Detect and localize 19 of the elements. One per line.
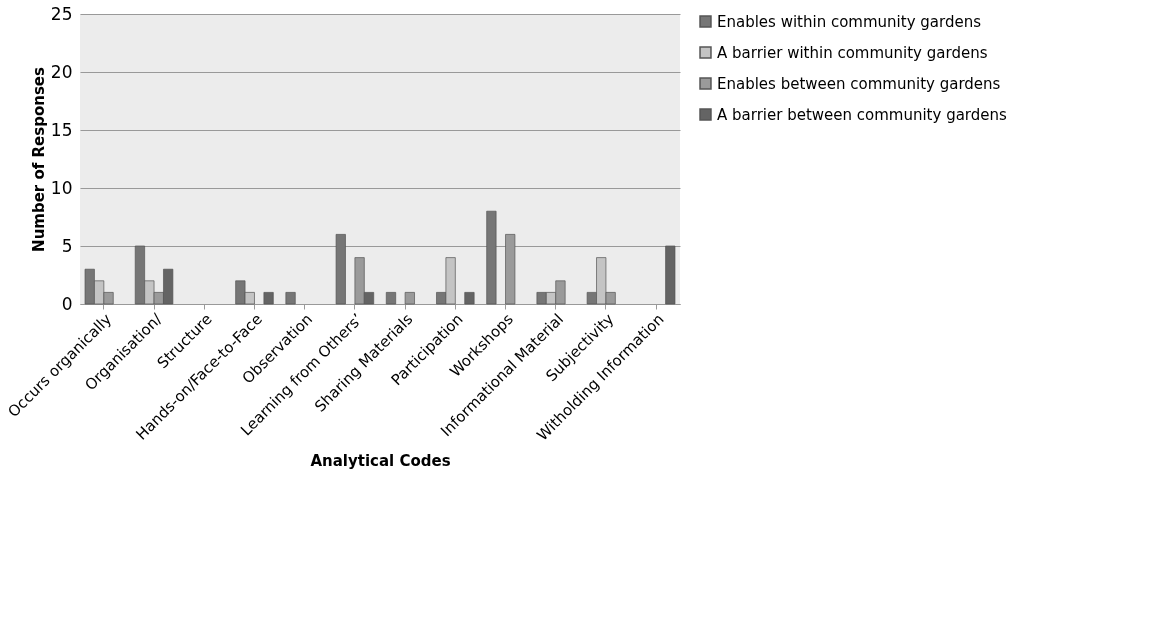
bar <box>665 245 676 305</box>
y-axis-title: Number of Responses <box>29 67 48 252</box>
legend-label: A barrier between community gardens <box>717 105 1007 124</box>
bar <box>486 210 497 305</box>
x-axis-title: Analytical Codes <box>310 451 451 470</box>
y-tick-label: 20 <box>50 61 73 82</box>
y-tick-label: 25 <box>50 3 73 24</box>
y-tick-label: 5 <box>61 235 73 256</box>
legend-label: A barrier within community gardens <box>717 43 988 62</box>
legend-label: Enables between community gardens <box>717 74 1001 93</box>
bar <box>263 292 274 305</box>
y-tick-label: 15 <box>50 119 73 140</box>
bar <box>385 292 397 305</box>
bar <box>285 292 296 305</box>
bar <box>464 292 475 305</box>
y-tick-label: 0 <box>61 293 73 314</box>
legend-label: Enables within community gardens <box>717 12 982 31</box>
bar <box>335 234 346 305</box>
y-tick-label: 10 <box>50 177 73 198</box>
